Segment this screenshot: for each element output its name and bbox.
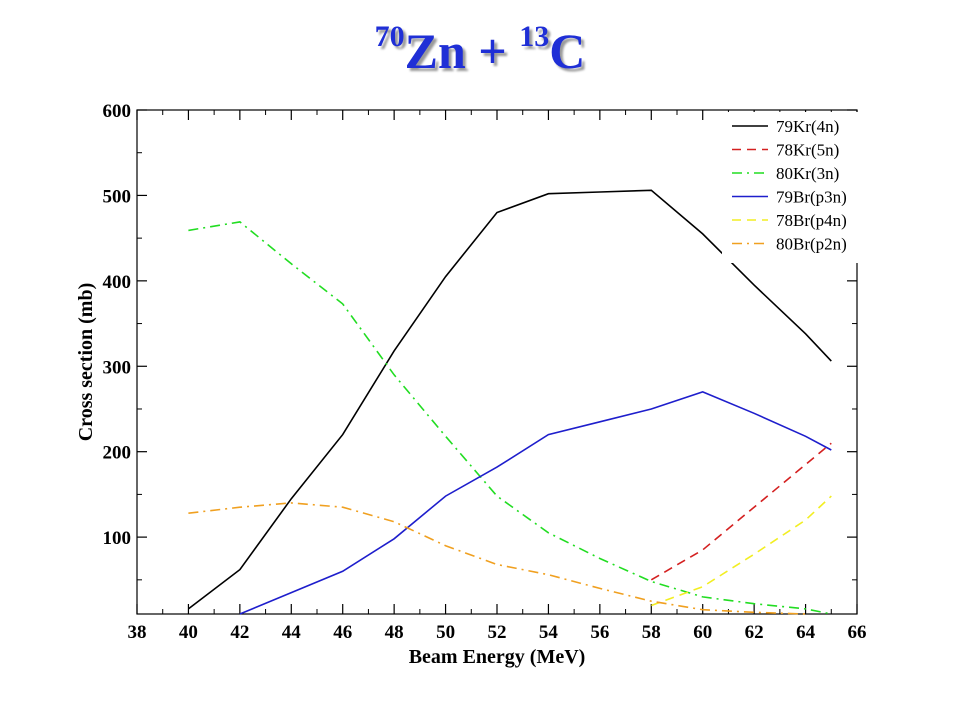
y-tick-label: 300 [103, 357, 132, 378]
x-tick-label: 56 [590, 622, 609, 643]
x-tick-label: 48 [385, 622, 404, 643]
legend-box [722, 112, 862, 263]
x-tick-label: 58 [642, 622, 661, 643]
series-line-80kr3n [188, 221, 832, 615]
series-line-78brp4n [651, 495, 832, 607]
x-tick-label: 46 [333, 622, 352, 643]
series-layer [187, 189, 832, 615]
legend-label: 80Kr(3n) [776, 164, 839, 183]
series-line-79kr4n [187, 189, 832, 610]
x-tick-label: 66 [848, 622, 867, 643]
title-mass-number-1: 70 [374, 20, 405, 53]
x-tick-label: 64 [796, 622, 816, 643]
legend-label: 78Br(p4n) [776, 211, 847, 230]
x-tick-label: 60 [693, 622, 712, 643]
series-line-79brp3n [239, 391, 832, 615]
series-line-78kr5n [650, 442, 832, 581]
x-tick-label: 62 [745, 622, 764, 643]
legend-label: 79Br(p3n) [776, 188, 847, 207]
x-tick-label: 44 [282, 622, 302, 643]
title-text-1: Zn + [404, 23, 520, 79]
title-mass-number-2: 13 [519, 20, 550, 53]
title-text-2: C [549, 23, 586, 79]
series-line-80brp2n [188, 502, 806, 615]
legend: 79Kr(4n) 78Kr(5n) 80Kr(3n) 79Br(p3n) 78Br(p4… [722, 112, 862, 263]
y-axis-label: Cross section (mb) [75, 283, 97, 442]
x-tick-label: 42 [230, 622, 249, 643]
x-tick-label: 50 [436, 622, 455, 643]
y-tick-label: 600 [103, 101, 132, 122]
x-tick-label: 38 [128, 622, 147, 643]
plot-axes: 38 40 42 44 46 48 50 52 54 56 58 60 62 64 66 100 200 300 4… [103, 101, 867, 643]
legend-label: 80Br(p2n) [776, 235, 847, 254]
x-axis-label: Beam Energy (MeV) [409, 646, 586, 668]
y-tick-label: 100 [103, 528, 132, 549]
y-tick-label: 500 [103, 186, 132, 207]
legend-label: 78Kr(5n) [776, 141, 839, 160]
chart-title: 70Zn + 13C [0, 20, 960, 79]
x-tick-label: 52 [488, 622, 507, 643]
x-tick-label: 54 [539, 622, 559, 643]
legend-label: 79Kr(4n) [776, 117, 839, 136]
y-tick-label: 400 [103, 272, 132, 293]
x-tick-label: 40 [179, 622, 198, 643]
y-tick-label: 200 [103, 443, 132, 464]
